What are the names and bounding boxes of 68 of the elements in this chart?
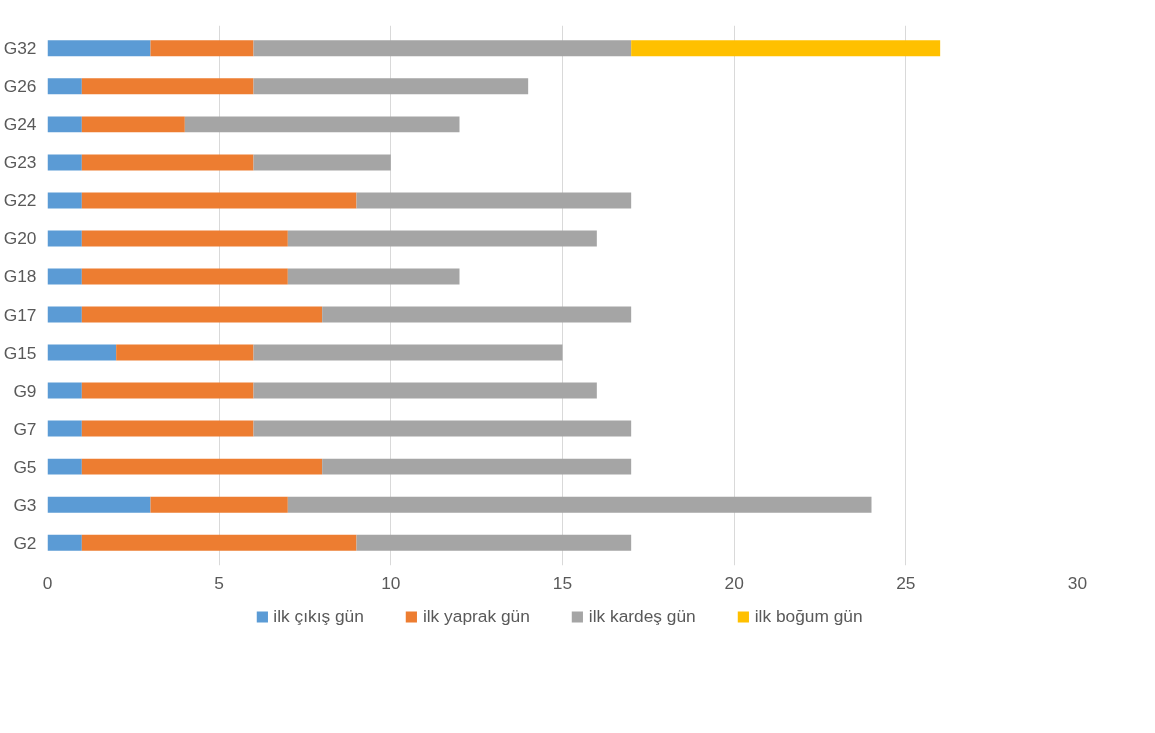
bar: [81, 534, 357, 551]
legend-label: ilk kardeş gün: [588, 605, 696, 627]
bar: [47, 40, 151, 57]
bar: [150, 40, 254, 57]
bar: [47, 344, 117, 361]
y-tick-label: G9: [13, 380, 37, 401]
bar: [287, 268, 460, 285]
x-tick-label: 30: [1067, 572, 1088, 593]
bar: [81, 458, 323, 475]
bar: [322, 458, 632, 475]
bar: [81, 78, 254, 95]
bar: [287, 496, 872, 513]
bar: [253, 154, 391, 171]
bar: [253, 344, 563, 361]
y-tick-label: G17: [3, 304, 37, 325]
bar: [81, 116, 185, 133]
bar: [47, 78, 82, 95]
bar: [81, 382, 254, 399]
y-tick-label: G7: [13, 418, 37, 439]
bar: [253, 40, 632, 57]
legend-label: ilk boğum gün: [754, 605, 863, 627]
bar: [47, 154, 82, 171]
bar: [184, 116, 460, 133]
bar: [81, 230, 288, 247]
bar: [47, 496, 151, 513]
bar: [81, 306, 323, 323]
y-tick-label: G23: [3, 152, 37, 173]
y-tick-label: G32: [3, 38, 37, 59]
bar: [253, 382, 597, 399]
bar: [47, 116, 82, 133]
bar: [253, 420, 632, 437]
bar: [356, 534, 632, 551]
bar: [47, 382, 82, 399]
x-tick-label: 10: [381, 572, 401, 593]
bar: [81, 268, 288, 285]
y-tick-label: G15: [3, 342, 37, 363]
bar: [47, 192, 82, 209]
bar: [47, 306, 82, 323]
legend-label: ilk yaprak gün: [422, 605, 530, 627]
y-tick-label: G2: [13, 532, 37, 553]
bar: [47, 458, 82, 475]
bar: [47, 230, 82, 247]
bar: [356, 192, 632, 209]
y-tick-label: G5: [13, 456, 37, 477]
x-tick-label: 5: [214, 572, 224, 593]
y-tick-label: G26: [3, 76, 37, 97]
bar: [631, 40, 941, 57]
bar: [47, 420, 82, 437]
x-tick-label: 20: [724, 572, 744, 593]
y-tick-label: G20: [3, 228, 37, 249]
bar: [322, 306, 632, 323]
bar: [81, 420, 254, 437]
x-tick-label: 15: [552, 572, 573, 593]
y-tick-label: G3: [13, 494, 37, 515]
legend-label: ilk çıkış gün: [273, 605, 364, 627]
bar: [81, 154, 254, 171]
bar: [47, 268, 82, 285]
bar: [47, 534, 82, 551]
y-tick-label: G18: [3, 266, 37, 287]
bar: [253, 78, 529, 95]
y-tick-label: G24: [3, 114, 37, 135]
bar: [150, 496, 288, 513]
bar: [116, 344, 254, 361]
bar: [287, 230, 597, 247]
y-tick-label: G22: [3, 190, 37, 211]
x-tick-label: 0: [42, 572, 53, 593]
bar: [81, 192, 357, 209]
x-tick-label: 25: [896, 572, 916, 593]
